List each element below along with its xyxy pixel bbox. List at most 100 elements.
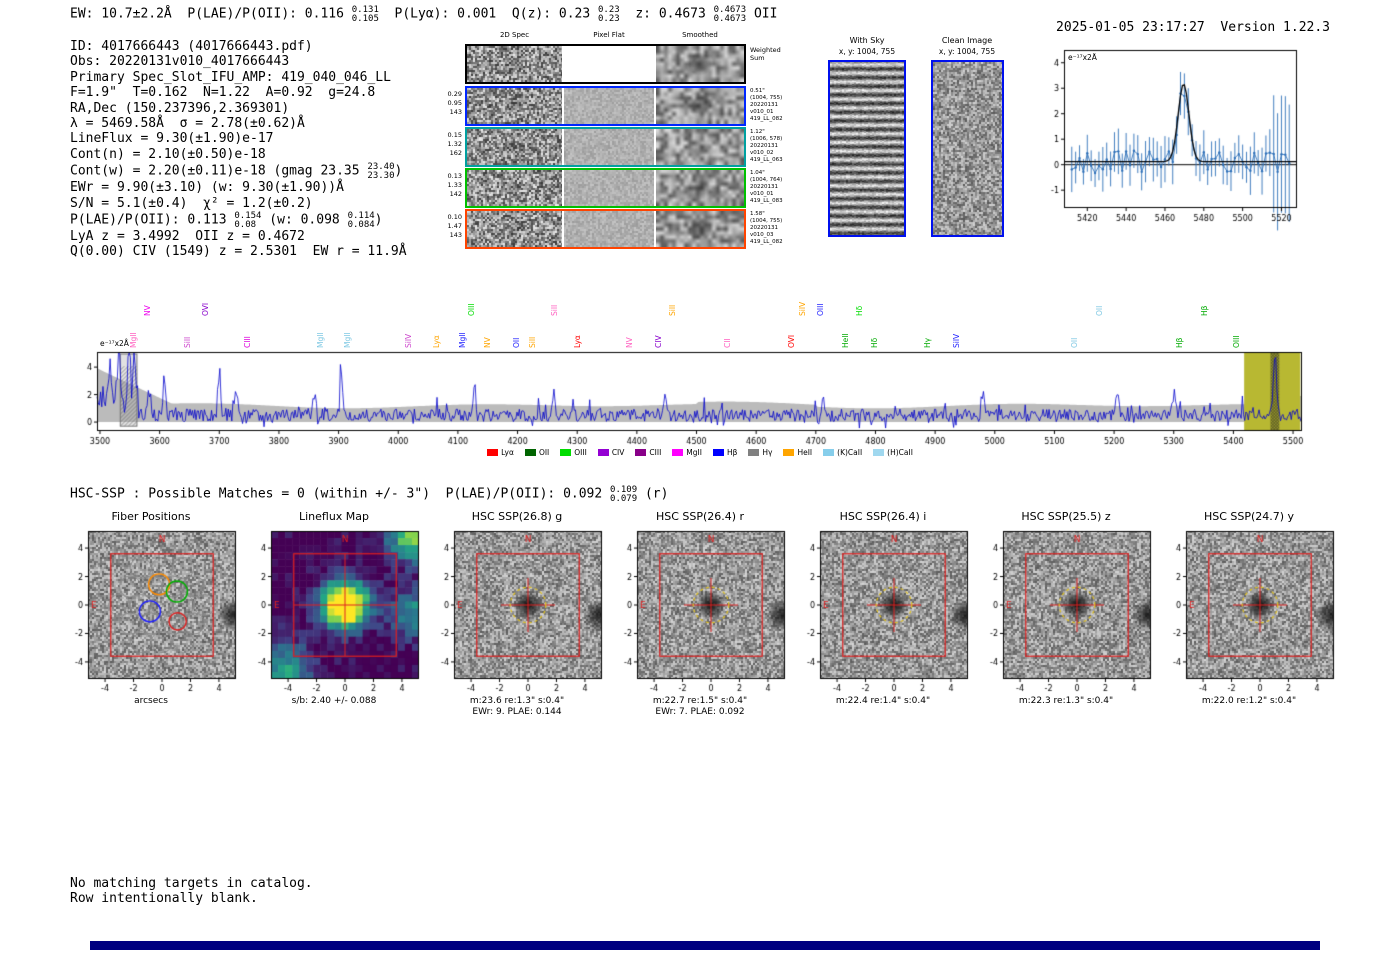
panel-image xyxy=(1160,528,1338,696)
text-segment: (w: 0.098 xyxy=(261,212,348,228)
report-timestamp: 2025-01-05 23:17:27 xyxy=(1056,20,1205,35)
spec2d-col-header-smoothed: Smoothed xyxy=(682,31,718,39)
legend-item: OIII xyxy=(560,448,587,457)
legend-item: (K)CaII xyxy=(823,448,862,457)
footer-line-2: Row intentionally blank. xyxy=(70,891,258,906)
text-segment: Cont(n) = 2.10(±0.50)e-18 xyxy=(70,146,266,162)
pixelflat-image xyxy=(564,46,654,82)
annotation-line: 20220131 xyxy=(750,183,778,190)
spec2d-cutout-image xyxy=(467,211,562,247)
panel-title: HSC SSP(26.4) i xyxy=(839,510,927,523)
cleanimage-coords: x, y: 1004, 755 xyxy=(938,47,996,56)
text-segment: ID: 4017666443 (4017666443.pdf) xyxy=(70,39,313,54)
smoothed-image xyxy=(656,170,744,206)
panel-caption: s/b: 2.40 +/- 0.088 xyxy=(291,696,377,706)
smoothed-image xyxy=(656,88,744,124)
legend-swatch xyxy=(672,449,684,456)
classification-bar xyxy=(90,941,1320,950)
line-fit-zoom-plot xyxy=(1030,42,1305,232)
fiber-annotation: 1.12" (1006, 578) 20220131 v010_02 419_LL_06… xyxy=(750,129,810,163)
info-line: LyA z = 3.4992 OII z = 0.4672 xyxy=(70,229,407,244)
legend-swatch xyxy=(783,449,795,456)
panel-title: HSC SSP(26.8) g xyxy=(471,510,563,523)
legend-item: HeII xyxy=(783,448,812,457)
spec2d-cutout-image xyxy=(467,88,562,124)
fiber-weight-value: 0.10 xyxy=(447,213,462,221)
hsc-match-summary: HSC-SSP : Possible Matches = 0 (within +… xyxy=(70,485,668,504)
panel-title: Lineflux Map xyxy=(298,510,370,523)
spectrum-ylabel: e⁻¹⁷x2Å xyxy=(100,339,129,348)
annotation-line: 20220131 xyxy=(750,101,778,108)
fiber-weight-value: 142 xyxy=(449,189,462,198)
emission-line-label: SiII xyxy=(183,336,193,348)
info-line: F=1.9" T=0.162 N=1.22 A=0.92 g=24.8 xyxy=(70,85,407,100)
legend-label: Lyα xyxy=(501,448,514,457)
legend-item: MgII xyxy=(672,448,702,457)
annotation-line: 419_LL_082 xyxy=(750,238,783,245)
lower-bound: 0.084 xyxy=(347,220,375,231)
lower-bound: 0.4673 xyxy=(713,14,747,24)
text-segment: z: 0.4673 xyxy=(619,6,714,22)
panel-title: HSC SSP(24.7) y xyxy=(1203,510,1295,523)
upper-bound: 0.154 xyxy=(234,211,262,222)
emission-line-label: CII xyxy=(722,338,732,348)
legend-label: (H)CaII xyxy=(887,448,913,457)
cutout-panel: HSC SSP(25.5) z m:22.3 re:1.3" s:0.4" xyxy=(977,510,1155,728)
upper-bound: 0.109 xyxy=(610,485,638,495)
fiber-weight-labels: 0.13 1.33 142 xyxy=(436,172,462,198)
annotation-line: 1.58" xyxy=(750,211,765,217)
fiber-weight-value: 162 xyxy=(449,148,462,157)
text-segment: HSC-SSP : Possible Matches = 0 (within +… xyxy=(70,486,611,502)
info-line: P(LAE)/P(OII): 0.113 0.154 0.08 (w: 0.098… xyxy=(70,211,407,231)
info-line: λ = 5469.58Å σ = 2.78(±0.62)Å xyxy=(70,116,407,131)
fiber-weight-value: 0.95 xyxy=(447,98,462,107)
emission-line-label: SiII xyxy=(549,304,559,316)
text-segment: LyA z = 3.4992 OII z = 0.4672 xyxy=(70,229,305,245)
info-line: Q(0.00) CIV (1549) z = 2.5301 EW r = 11.… xyxy=(70,244,407,259)
text-segment: P(LAE)/P(OII): 0.113 xyxy=(70,212,235,228)
emission-line-label: SiIV xyxy=(404,333,414,348)
panel-caption: m:22.4 re:1.4" s:0.4" xyxy=(835,696,931,706)
cutout-panel: HSC SSP(26.4) r m:22.7 re:1.5" s:0.4" EWr:… xyxy=(611,510,789,728)
fiber-2d-row xyxy=(465,86,746,126)
emission-line-label: NV xyxy=(482,337,492,348)
pixelflat-image xyxy=(564,129,654,165)
emission-line-label: OIII xyxy=(1232,335,1242,348)
annotation-line: 419_LL_082 xyxy=(750,115,783,122)
emission-line-label: CIII xyxy=(242,336,252,348)
fiber-weight-labels: 0.29 0.95 143 xyxy=(436,90,462,116)
spec2d-cutout-image xyxy=(467,46,562,82)
spec2d-cutout-image xyxy=(467,129,562,165)
annotation-line: 419_LL_083 xyxy=(750,197,783,204)
panel-image xyxy=(794,528,972,696)
emission-line-label: MgII xyxy=(128,332,138,348)
emission-line-label: NV xyxy=(624,337,634,348)
lower-bound: 23.30 xyxy=(367,171,395,182)
emission-line-label: MgII xyxy=(343,332,353,348)
fiber-annotation: 1.58" (1004, 755) 20220131 v010_03 419_LL_08… xyxy=(750,211,810,245)
panel-image xyxy=(611,528,789,696)
info-line: Primary Spec_Slot_IFU_AMP: 419_040_046_L… xyxy=(70,70,407,85)
panel-title: Fiber Positions xyxy=(111,510,191,523)
legend-label: OIII xyxy=(574,448,587,457)
header-summary-line: EW: 10.7±2.2Å P(LAE)/P(OII): 0.116 0.131… xyxy=(70,5,777,24)
panel-image xyxy=(428,528,606,696)
text-segment: F=1.9" T=0.162 N=1.22 A=0.92 g=24.8 xyxy=(70,85,376,101)
panel-title: HSC SSP(25.5) z xyxy=(1021,510,1111,523)
legend-item: CIII xyxy=(635,448,661,457)
emission-line-label: OVI xyxy=(787,334,797,348)
cutout-panel: HSC SSP(26.4) i m:22.4 re:1.4" s:0.4" xyxy=(794,510,972,728)
text-segment: P(Lyα): 0.001 Q(z): 0.23 xyxy=(378,6,599,22)
emission-line-label: OVI xyxy=(201,302,211,316)
info-line: S/N = 5.1(±0.4) χ² = 1.2(±0.2) xyxy=(70,196,407,211)
fiber-weight-value: 1.32 xyxy=(447,139,462,148)
withsky-title: With Sky xyxy=(849,36,885,45)
emission-line-label: OIII xyxy=(815,303,825,316)
pixelflat-image xyxy=(564,88,654,124)
legend-label: Hγ xyxy=(762,448,773,457)
withsky-image-frame xyxy=(828,60,906,237)
text-segment: S/N = 5.1(±0.4) χ² = 1.2(±0.2) xyxy=(70,195,313,211)
annotation-line: (1004, 755) xyxy=(750,217,783,224)
weighted-sum-caption: Weighted Sum xyxy=(750,46,810,63)
